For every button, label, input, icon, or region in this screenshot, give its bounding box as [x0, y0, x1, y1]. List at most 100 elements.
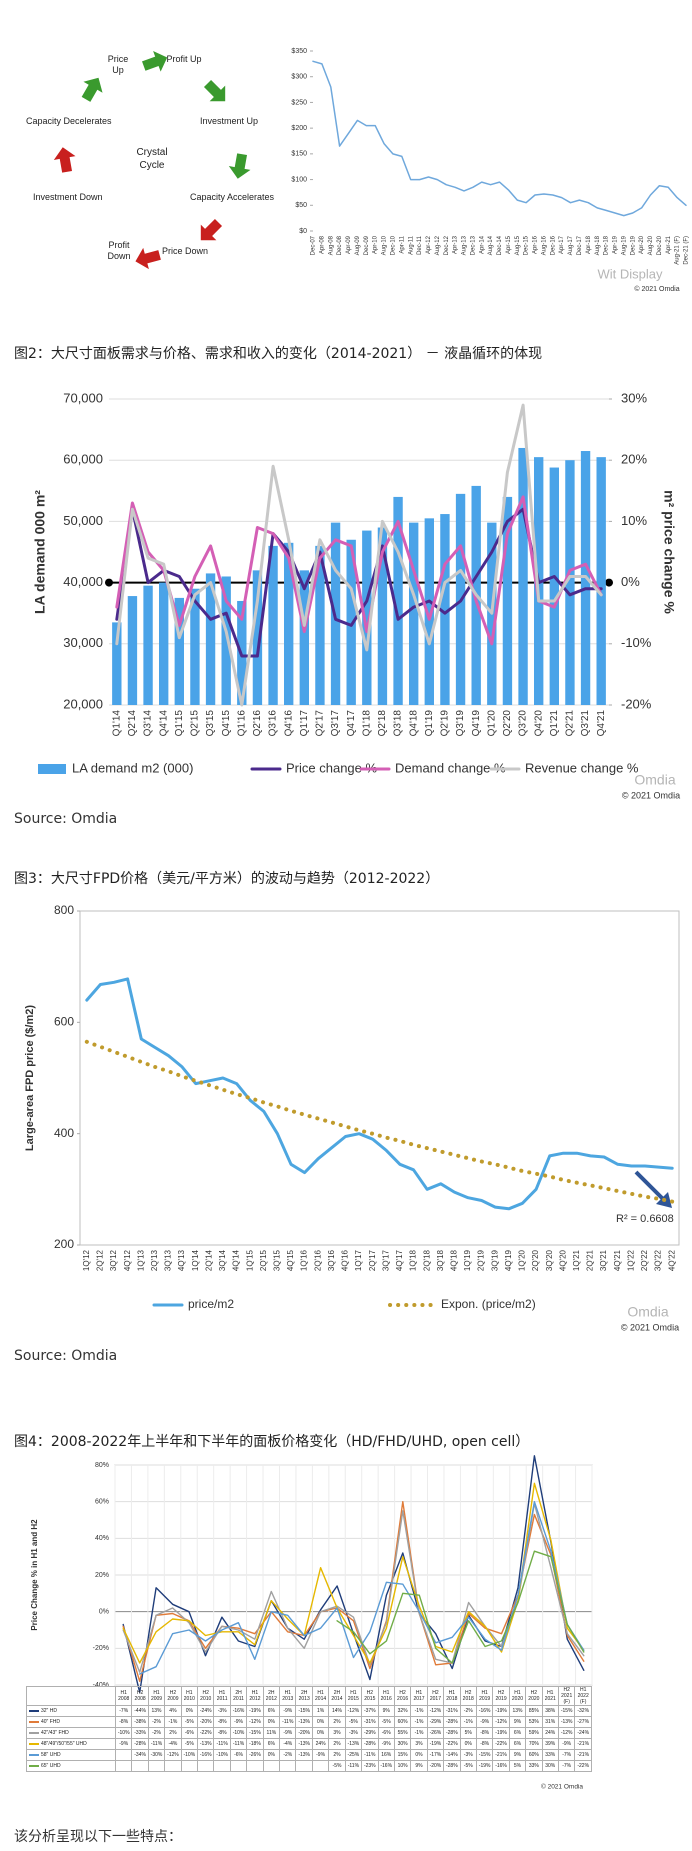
table-cell: 13% [147, 1705, 166, 1717]
cycle-label: Investment Up [200, 116, 259, 126]
table-cell: -12% [492, 1716, 510, 1728]
table-cell: 0% [262, 1749, 281, 1761]
x-tick-label: Aug-11 [408, 235, 414, 255]
x-tick-label: Apr-18 [586, 235, 592, 254]
table-cell: 15% [393, 1749, 412, 1761]
x-tick-label: Q1'16 [236, 710, 247, 737]
x-tick-label: 4Q'18 [449, 1249, 458, 1271]
x-tick-label: 3Q'22 [654, 1249, 663, 1271]
x-tick-label: 3Q'16 [327, 1249, 336, 1271]
x-tick-label: Apr-09 [346, 235, 352, 254]
x-tick-label: Q2'20 [502, 710, 513, 737]
x-tick-label: Apr-15 [506, 235, 512, 254]
legend-swatch [29, 1709, 39, 1712]
table-cell: -6% [180, 1727, 199, 1739]
watermark: Wit Display [597, 266, 663, 281]
table-cell: -44% [131, 1705, 149, 1717]
table-cell: -11% [279, 1716, 297, 1728]
x-tick-label: 4Q'14 [232, 1249, 241, 1271]
x-tick-label: 3Q'21 [599, 1249, 608, 1271]
bar [518, 447, 528, 705]
legend-label: 42"/43" FHD [41, 1730, 69, 1736]
table-cell: -6% [377, 1727, 395, 1739]
y2-tick-label: -20% [621, 696, 652, 711]
table-cell: -5% [344, 1716, 363, 1728]
table-cell [229, 1760, 248, 1772]
table-cell: 10% [393, 1760, 412, 1772]
table-cell: -13% [295, 1738, 313, 1750]
table-cell: -11% [229, 1738, 248, 1750]
table-cell: -21% [574, 1749, 592, 1761]
table-cell: 33% [541, 1749, 559, 1761]
table-cell: 60% [393, 1716, 412, 1728]
x-tick-label: Apr-20 [639, 235, 645, 254]
arrow [203, 79, 226, 102]
table-cell: -3% [459, 1749, 477, 1761]
table-cell: 11% [262, 1727, 281, 1739]
x-tick-label: Dec-13 [470, 235, 476, 255]
trend-arrow [634, 1170, 672, 1208]
column-header: H1 2015 [344, 1686, 363, 1706]
column-header: H1 2020 [508, 1686, 527, 1706]
bar [190, 588, 200, 705]
cycle-arrows [53, 50, 251, 270]
cycle-label: Capacity Accelerates [190, 192, 275, 202]
table-cell: 31% [541, 1716, 559, 1728]
column-header: 2H 2011 [229, 1686, 248, 1706]
x-tick-label: Aug-18 [595, 235, 601, 255]
table-cell: 53% [525, 1716, 543, 1728]
table-cell: -29% [361, 1727, 379, 1739]
table-cell: -10% [180, 1749, 199, 1761]
table-cell: -1% [459, 1716, 477, 1728]
x-tick-label: 4Q'13 [177, 1249, 186, 1271]
x-tick-label: Apr-17 [559, 235, 565, 254]
table-cell: -20% [197, 1716, 215, 1728]
table-cell: -2% [459, 1705, 477, 1717]
x-tick-label: 4Q'17 [395, 1249, 404, 1271]
table-cell: -26% [246, 1749, 264, 1761]
x-tick-label: Q4'17 [346, 710, 357, 737]
legend-label: 48"/49"/50"/55" UHD [41, 1741, 87, 1747]
table-cell: -12% [557, 1727, 576, 1739]
legend-swatch [29, 1720, 39, 1723]
x-tick-label: Q2'18 [377, 710, 388, 737]
row-header: 58" UHD [26, 1749, 116, 1761]
x-tick-label: Aug-15 [515, 235, 521, 255]
chart: 200 400 600 800 1Q'12 2Q'12 3Q'12 4Q'12 1Q'13 2Q'… [24, 903, 680, 1332]
x-tick-label: Aug-13 [462, 235, 468, 255]
table-cell: -4% [164, 1738, 182, 1750]
bar [127, 596, 138, 705]
table-cell: -12% [164, 1749, 182, 1761]
table-cell [114, 1749, 133, 1761]
series-line [115, 495, 603, 646]
bar [549, 467, 559, 705]
series-line [115, 507, 603, 658]
table-cell: -14% [443, 1749, 461, 1761]
x-tick-label: Q1'15 [174, 710, 185, 737]
table-cell: -9% [311, 1749, 330, 1761]
table-cell: 1% [311, 1705, 330, 1717]
bar [205, 573, 216, 705]
x-tick-label: 3Q'14 [218, 1249, 227, 1271]
x-tick-label: 4Q'12 [123, 1249, 132, 1271]
table-cell: 39% [541, 1738, 559, 1750]
chart: -40%-20%0%20%40%60%80%Price Change % in … [30, 1455, 593, 1791]
table-cell: -11% [213, 1738, 231, 1750]
x-tick-label: Dec-17 [577, 235, 583, 255]
x-tick-label: Dec-14 [497, 235, 503, 255]
x-tick-label: Q3'15 [205, 710, 216, 737]
x-tick-label: 2Q'18 [422, 1249, 431, 1271]
table-cell: -1% [410, 1727, 428, 1739]
legend-label: Revenue change % [525, 760, 639, 775]
bar [252, 570, 263, 705]
x-tick-label: Apr-12 [426, 235, 432, 254]
bar [596, 457, 606, 705]
bar [393, 496, 403, 705]
table-cell: -37% [361, 1705, 379, 1717]
y-tick-label: 40,000 [63, 574, 103, 589]
table-cell [197, 1760, 215, 1772]
y2-tick-label: 20% [621, 452, 647, 467]
table-cell: -2% [147, 1716, 166, 1728]
bar [565, 460, 575, 705]
column-header: H1 2017 [410, 1686, 428, 1706]
